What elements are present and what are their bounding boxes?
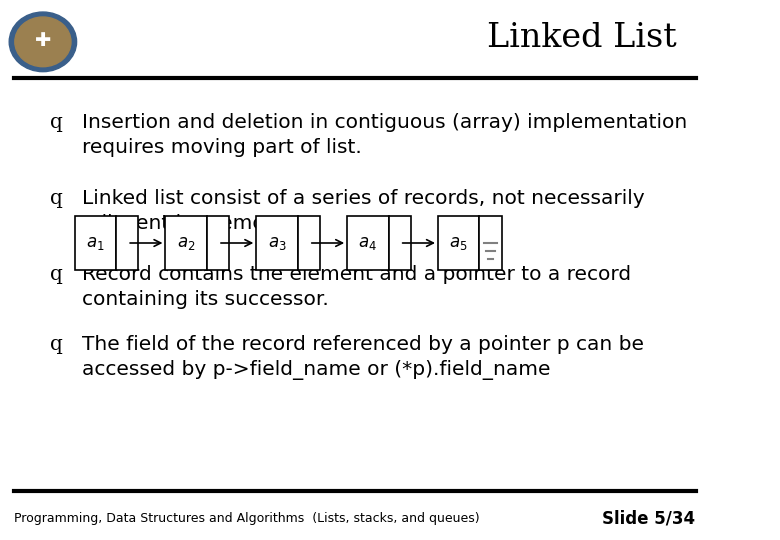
Bar: [165, 216, 207, 270]
Bar: [207, 216, 229, 270]
Text: $a_{4}$: $a_{4}$: [358, 234, 378, 252]
Bar: [298, 216, 320, 270]
Text: Linked list consist of a series of records, not necessarily
adjacent in memory.: Linked list consist of a series of recor…: [82, 189, 644, 233]
Bar: [480, 216, 502, 270]
Text: Slide 5/34: Slide 5/34: [602, 509, 696, 528]
Bar: [75, 216, 116, 270]
Text: Programming, Data Structures and Algorithms  (Lists, stacks, and queues): Programming, Data Structures and Algorit…: [14, 512, 480, 525]
Text: $a_{1}$: $a_{1}$: [86, 234, 105, 252]
Text: q: q: [50, 189, 62, 208]
Text: q: q: [50, 113, 62, 132]
Text: $a_{2}$: $a_{2}$: [177, 234, 195, 252]
Bar: [256, 216, 298, 270]
Text: $a_{3}$: $a_{3}$: [268, 234, 286, 252]
Text: $a_{5}$: $a_{5}$: [449, 234, 468, 252]
Text: Record contains the element and a pointer to a record
containing its successor.: Record contains the element and a pointe…: [82, 265, 631, 308]
Bar: [116, 216, 138, 270]
Bar: [438, 216, 480, 270]
Bar: [388, 216, 411, 270]
Text: q: q: [50, 335, 62, 354]
Text: Insertion and deletion in contiguous (array) implementation
requires moving part: Insertion and deletion in contiguous (ar…: [82, 113, 687, 157]
Text: The field of the record referenced by a pointer p can be
accessed by p->field_na: The field of the record referenced by a …: [82, 335, 644, 380]
Circle shape: [15, 17, 71, 67]
Text: q: q: [50, 265, 62, 284]
Circle shape: [9, 12, 76, 72]
Bar: [347, 216, 388, 270]
Text: ✚: ✚: [35, 31, 51, 50]
Text: Linked List: Linked List: [487, 22, 677, 54]
